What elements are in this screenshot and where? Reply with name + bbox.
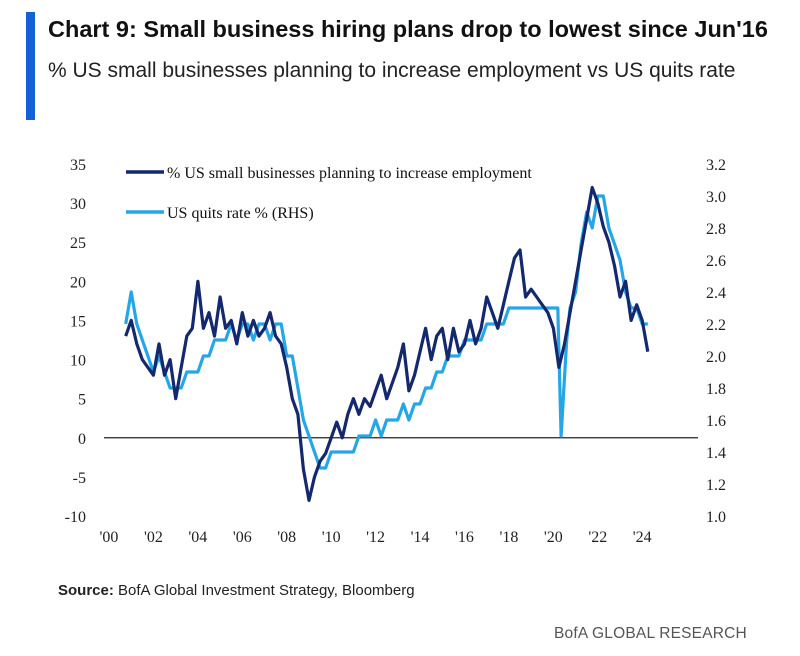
- y2-tick-label: 2.8: [706, 221, 726, 238]
- x-tick-label: '04: [188, 529, 207, 546]
- legend-label: % US small businesses planning to increa…: [167, 165, 532, 182]
- y2-tick-label: 1.0: [706, 509, 726, 526]
- x-tick-label: '18: [499, 529, 518, 546]
- y2-tick-label: 2.0: [706, 349, 726, 366]
- y2-tick-label: 3.0: [706, 189, 726, 206]
- y2-tick-label: 2.4: [706, 285, 726, 302]
- x-tick-label: '20: [544, 529, 563, 546]
- y2-tick-label: 2.2: [706, 317, 726, 334]
- y-tick-label: -10: [65, 509, 86, 526]
- y2-tick-label: 1.8: [706, 381, 726, 398]
- x-tick-label: '12: [366, 529, 385, 546]
- accent-bar: [26, 12, 35, 120]
- y-tick-label: 10: [70, 353, 86, 370]
- source-label: Source:: [58, 582, 114, 599]
- y2-tick-label: 3.2: [706, 157, 726, 174]
- y-tick-label: 0: [78, 431, 86, 448]
- quits-rate-line: [124, 194, 648, 470]
- x-tick-label: '02: [144, 529, 163, 546]
- y-tick-label: 20: [70, 274, 86, 291]
- x-tick-label: '22: [588, 529, 607, 546]
- source-text: BofA Global Investment Strategy, Bloombe…: [113, 582, 415, 599]
- hiring-plans-line: [124, 185, 650, 502]
- x-tick-label: '16: [455, 529, 474, 546]
- y2-tick-label: 2.6: [706, 253, 726, 270]
- x-tick-label: '06: [233, 529, 252, 546]
- legend-label: US quits rate % (RHS): [167, 205, 314, 222]
- y2-tick-label: 1.2: [706, 477, 726, 494]
- x-tick-label: '00: [100, 529, 119, 546]
- y2-tick-label: 1.6: [706, 413, 726, 430]
- y-tick-label: 25: [70, 235, 86, 252]
- source-note: Source: BofA Global Investment Strategy,…: [58, 582, 415, 599]
- y-tick-label: 5: [78, 392, 86, 409]
- y-tick-label: 15: [70, 313, 86, 330]
- x-tick-label: '10: [322, 529, 341, 546]
- x-tick-label: '14: [411, 529, 430, 546]
- y-tick-label: 35: [70, 157, 86, 174]
- x-tick-label: '08: [277, 529, 296, 546]
- chart-title: Chart 9: Small business hiring plans dro…: [48, 16, 768, 42]
- y-tick-label: 30: [70, 196, 86, 213]
- brand-footer: BofA GLOBAL RESEARCH: [554, 625, 747, 642]
- y2-tick-label: 1.4: [706, 445, 726, 462]
- chart-subtitle: % US small businesses planning to increa…: [48, 59, 736, 82]
- x-tick-label: '24: [633, 529, 652, 546]
- y-tick-label: -5: [73, 470, 86, 487]
